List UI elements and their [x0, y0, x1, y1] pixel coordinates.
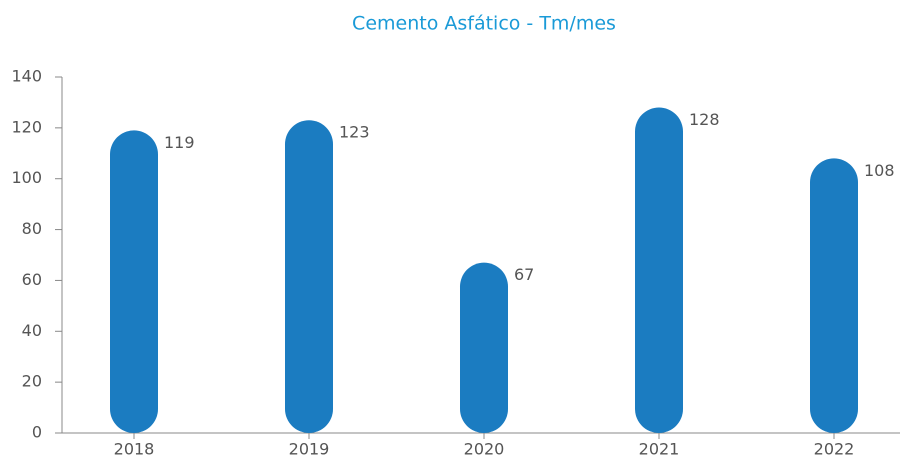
y-tick-label: 0	[32, 423, 42, 442]
y-tick-label: 60	[22, 270, 42, 289]
x-tick-label: 2019	[289, 440, 330, 459]
y-tick-label: 40	[22, 321, 42, 340]
bar	[460, 262, 508, 433]
value-label: 119	[164, 133, 195, 152]
chart-title: Cemento Asfático - Tm/mes	[352, 13, 616, 35]
y-tick-label: 80	[22, 219, 42, 238]
value-label: 123	[339, 123, 370, 142]
bar	[810, 158, 858, 433]
y-tick-label: 20	[22, 372, 42, 391]
x-tick-label: 2020	[464, 440, 505, 459]
y-tick-label: 140	[11, 67, 42, 86]
value-label: 128	[689, 110, 720, 129]
y-tick-label: 100	[11, 168, 42, 187]
y-tick-label: 120	[11, 117, 42, 136]
value-label: 67	[514, 265, 534, 284]
bar	[635, 107, 683, 433]
x-tick-label: 2021	[639, 440, 680, 459]
bar	[110, 130, 158, 433]
x-tick-label: 2022	[814, 440, 855, 459]
value-label: 108	[864, 161, 895, 180]
x-tick-label: 2018	[114, 440, 155, 459]
bar	[285, 120, 333, 433]
